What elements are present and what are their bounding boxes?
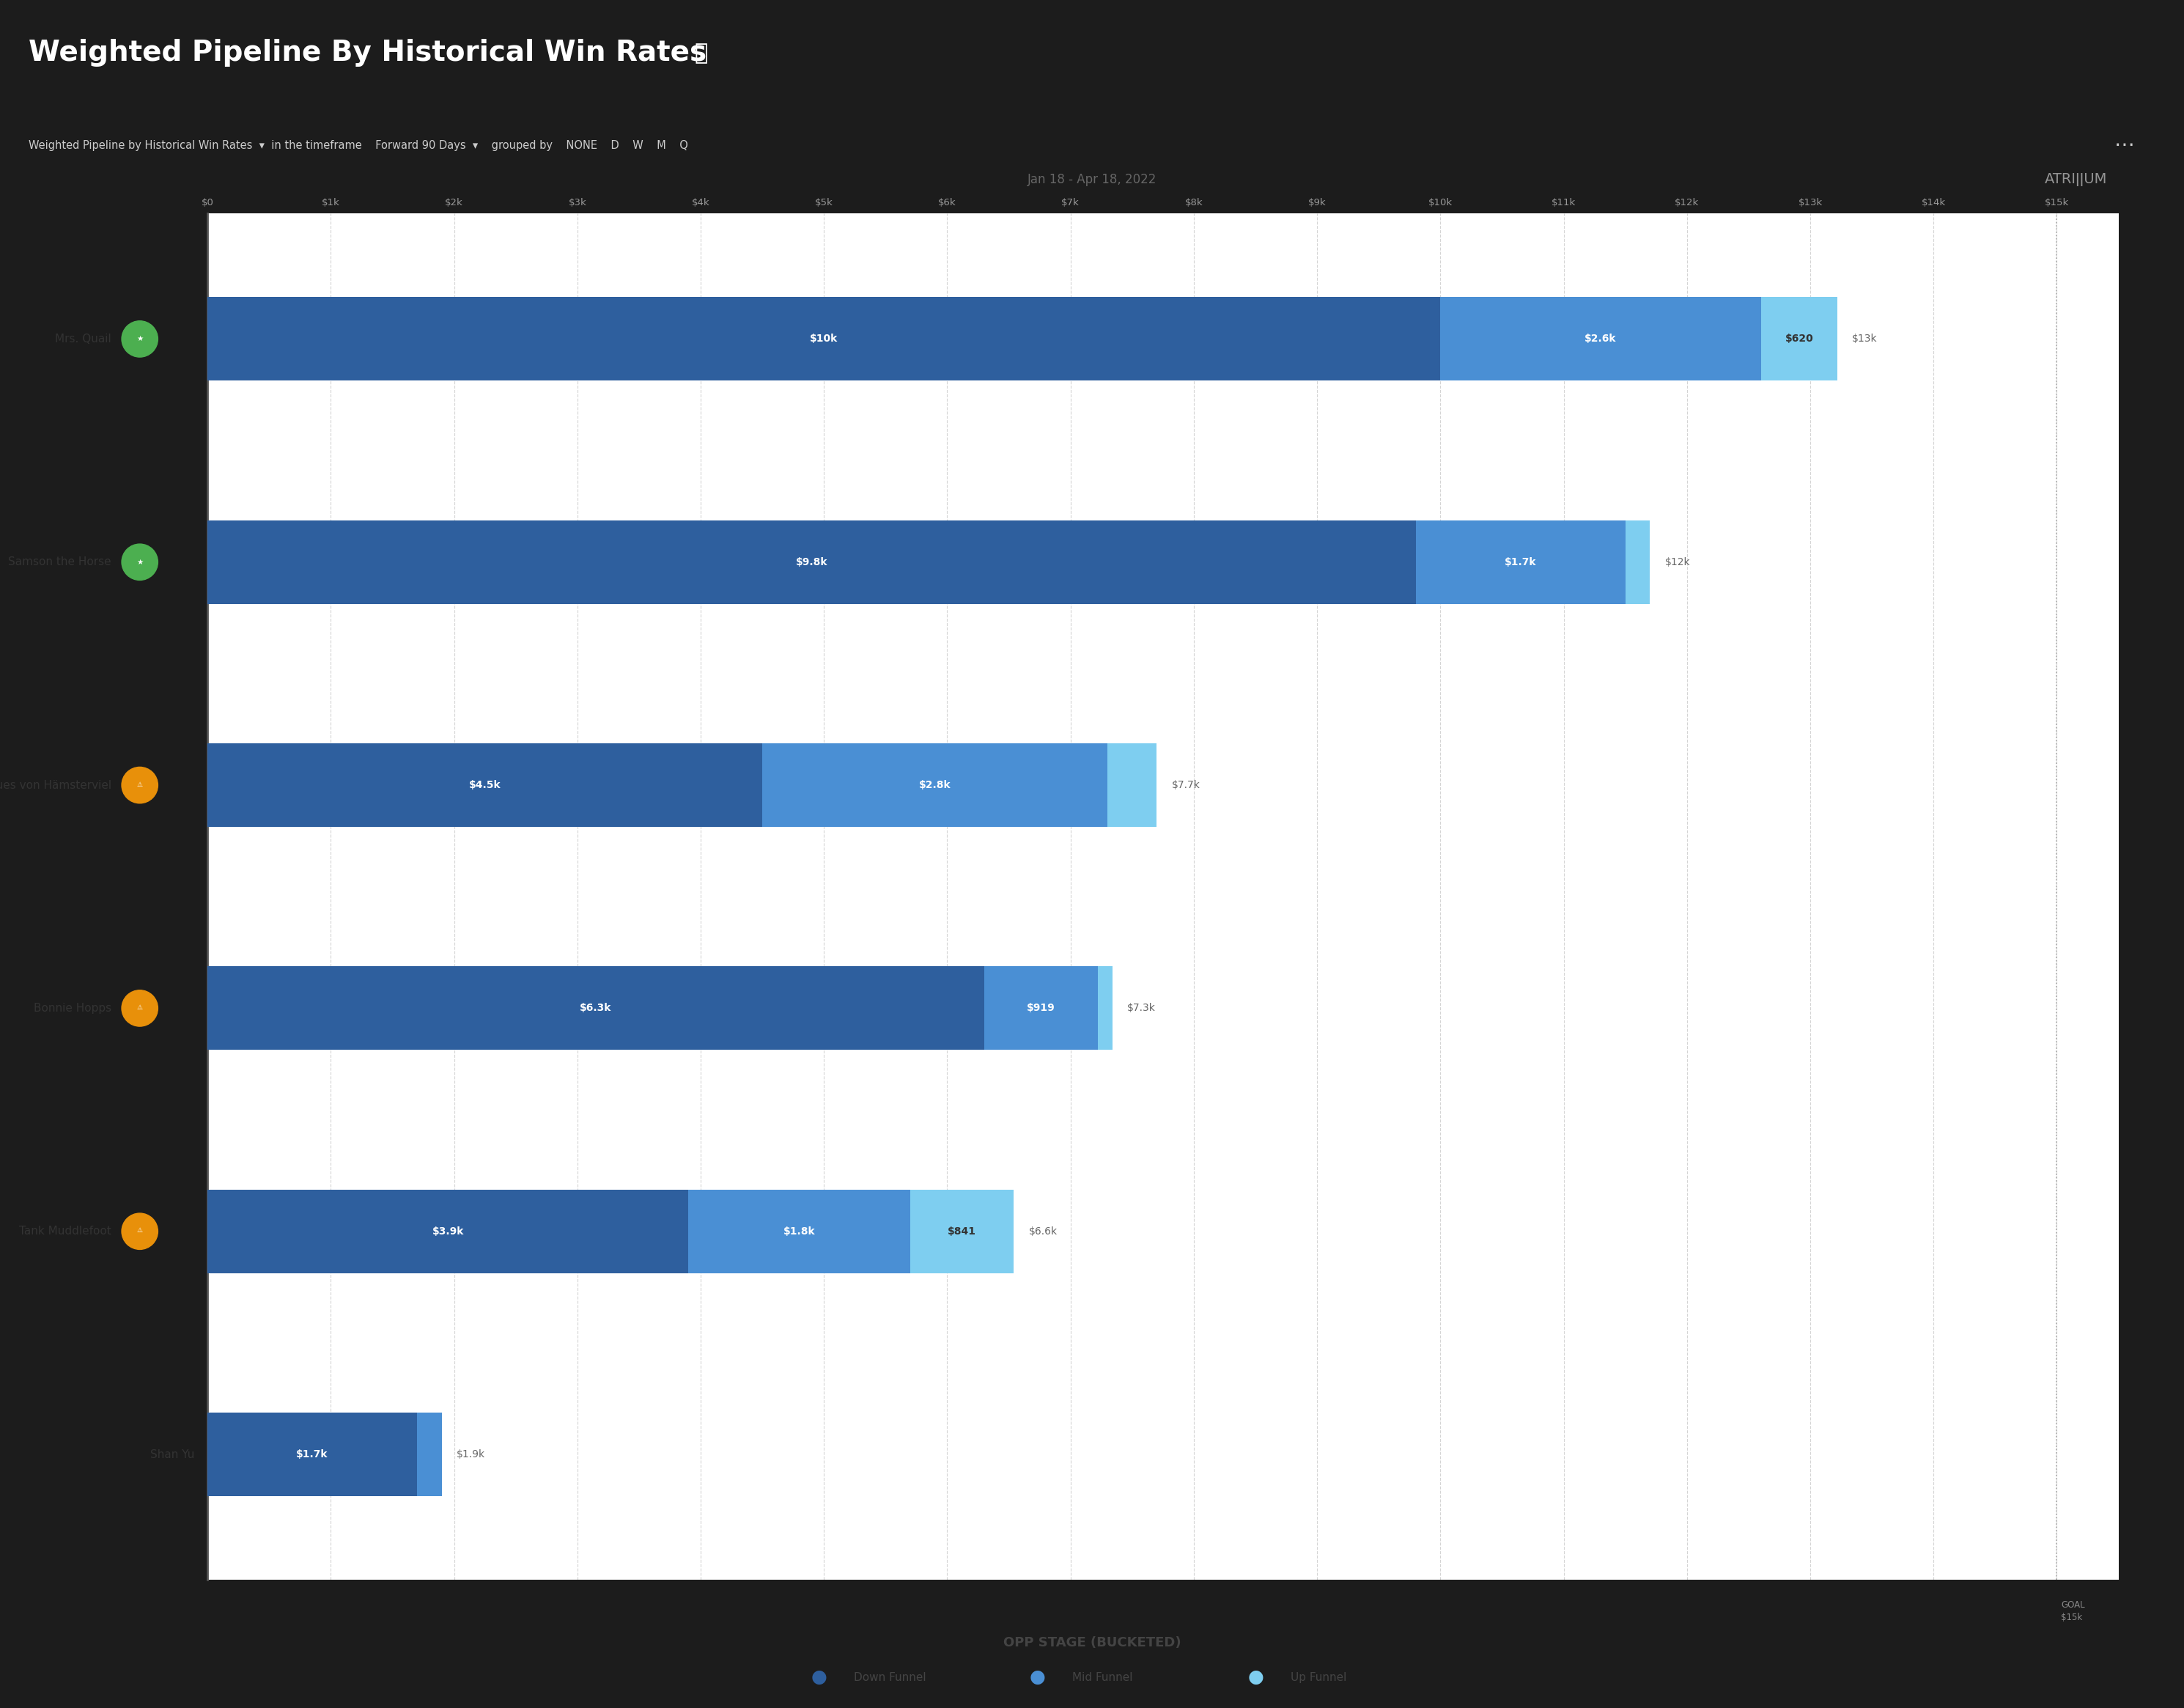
Bar (207, 521, 1415, 605)
Text: Mid Funnel: Mid Funnel (1072, 1672, 1133, 1682)
Text: $12k: $12k (1664, 557, 1690, 567)
Text: Weighted Pipeline By Historical Win Rates: Weighted Pipeline By Historical Win Rate… (28, 39, 705, 67)
Text: Mrs. Quail: Mrs. Quail (55, 333, 111, 345)
Text: $6.6k: $6.6k (1029, 1226, 1057, 1237)
Circle shape (122, 991, 157, 1027)
Text: ★: ★ (135, 335, 144, 343)
Text: ●: ● (810, 1669, 828, 1686)
Circle shape (122, 321, 157, 357)
Text: $7.7k: $7.7k (1171, 781, 1199, 791)
Bar (1625, 521, 1649, 605)
Text: Bonnie Hopps: Bonnie Hopps (33, 1003, 111, 1015)
Text: GOAL
$15k: GOAL $15k (2062, 1600, 2086, 1623)
Bar (417, 1413, 441, 1496)
Text: ●: ● (1029, 1669, 1046, 1686)
Text: $1.7k: $1.7k (297, 1450, 328, 1460)
Bar (985, 967, 1099, 1050)
Bar (1760, 297, 1837, 381)
Text: $6.3k: $6.3k (581, 1003, 612, 1013)
Bar (762, 743, 1107, 827)
Text: Up Funnel: Up Funnel (1291, 1672, 1348, 1682)
Text: ⓘ: ⓘ (695, 43, 708, 63)
Bar (207, 967, 985, 1050)
Text: $2.6k: $2.6k (1586, 333, 1616, 343)
Text: $2.8k: $2.8k (919, 781, 950, 791)
Text: Tank Muddlefoot: Tank Muddlefoot (20, 1226, 111, 1237)
Text: Down Funnel: Down Funnel (854, 1672, 926, 1682)
Text: Shan Yu: Shan Yu (151, 1448, 194, 1460)
Text: Dr. Jacques von Hämsterviel: Dr. Jacques von Hämsterviel (0, 779, 111, 791)
Text: $919: $919 (1026, 1003, 1055, 1013)
Circle shape (122, 767, 157, 803)
Bar (688, 1189, 911, 1272)
Text: Weighted Pipeline by Historical Win Rates  ▾  in the timeframe    Forward 90 Day: Weighted Pipeline by Historical Win Rate… (28, 140, 688, 150)
Text: $10k: $10k (810, 333, 839, 343)
Text: Samson the Horse: Samson the Horse (9, 557, 111, 567)
Circle shape (122, 1213, 157, 1250)
Bar (207, 743, 762, 827)
Text: ●: ● (1247, 1669, 1265, 1686)
Bar (1441, 297, 1760, 381)
Text: ⚠: ⚠ (138, 1004, 142, 1011)
Text: $1.9k: $1.9k (456, 1450, 485, 1460)
Text: $1.8k: $1.8k (784, 1226, 815, 1237)
Circle shape (122, 543, 157, 581)
Bar (911, 1189, 1013, 1272)
Text: ⚠: ⚠ (138, 781, 142, 787)
Bar (1107, 743, 1158, 827)
Text: ⋯: ⋯ (2114, 135, 2134, 155)
Bar (207, 1413, 417, 1496)
Text: $841: $841 (948, 1226, 976, 1237)
Text: $7.3k: $7.3k (1127, 1003, 1155, 1013)
Bar (1415, 521, 1625, 605)
Bar (1099, 967, 1112, 1050)
Text: $3.9k: $3.9k (432, 1226, 463, 1237)
Text: $1.7k: $1.7k (1505, 557, 1538, 567)
Text: ★: ★ (135, 559, 144, 565)
Text: $9.8k: $9.8k (795, 557, 828, 567)
Text: $13k: $13k (1852, 333, 1878, 343)
Text: ⚠: ⚠ (138, 1228, 142, 1233)
Text: $620: $620 (1784, 333, 1813, 343)
Bar (207, 1189, 688, 1272)
Text: $4.5k: $4.5k (470, 781, 500, 791)
Text: ATRIǀǀUM: ATRIǀǀUM (2044, 173, 2108, 186)
Bar (207, 297, 1441, 381)
Text: OPP STAGE (BUCKETED): OPP STAGE (BUCKETED) (1002, 1636, 1182, 1650)
Text: Jan 18 - Apr 18, 2022: Jan 18 - Apr 18, 2022 (1026, 173, 1158, 186)
